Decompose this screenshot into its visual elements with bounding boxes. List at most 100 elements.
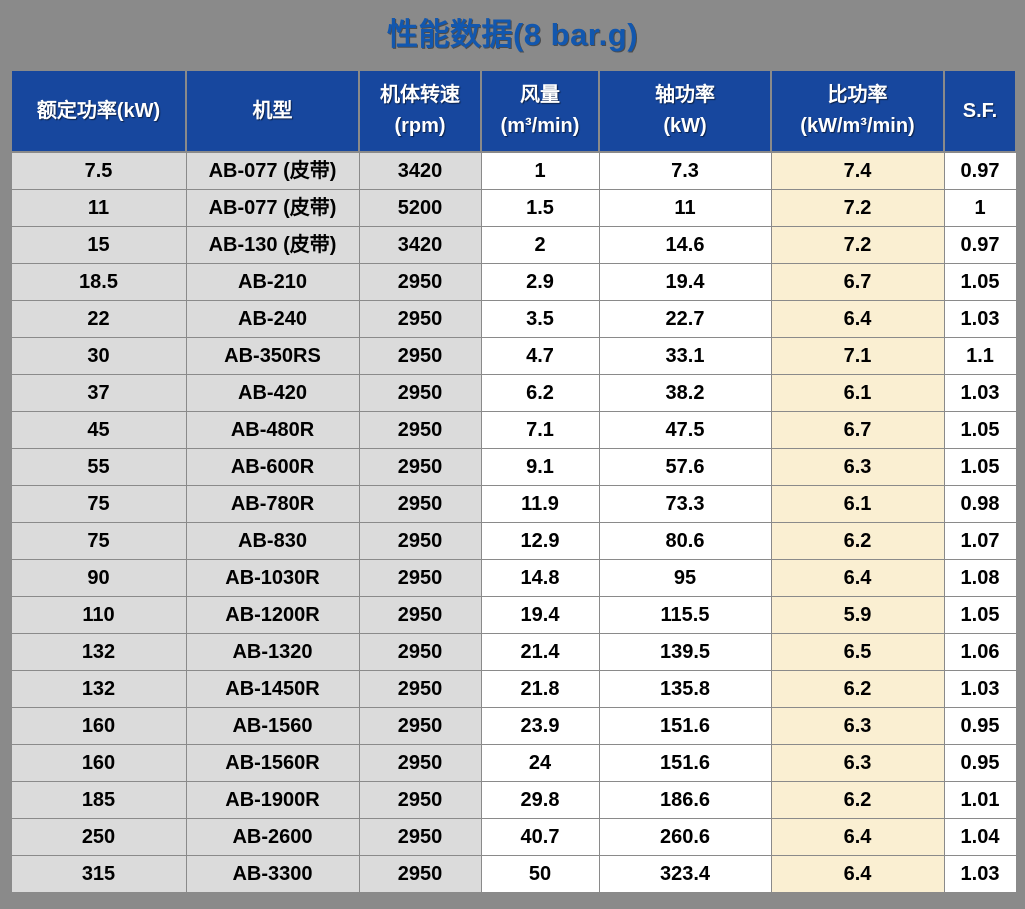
cell-rpm: 2950 <box>358 522 482 560</box>
cell-rpm: 2950 <box>358 337 482 375</box>
header-service-factor: S.F. <box>943 69 1017 153</box>
table-body: 7.5 AB-077 (皮带) 3420 1 7.3 7.4 0.97 11 AB-077 (皮… <box>10 151 1017 893</box>
header-model-line1: 机型 <box>252 99 293 122</box>
cell-rpm: 2950 <box>358 596 482 634</box>
cell-power: 18.5 <box>10 263 187 301</box>
cell-shaft: 139.5 <box>598 633 772 671</box>
cell-shaft: 57.6 <box>598 448 772 486</box>
cell-sf: 1 <box>943 189 1017 227</box>
cell-sf: 1.05 <box>943 263 1017 301</box>
cell-rpm: 2950 <box>358 707 482 745</box>
cell-rpm: 2950 <box>358 411 482 449</box>
cell-rpm: 2950 <box>358 485 482 523</box>
cell-specific: 6.2 <box>770 781 945 819</box>
header-specific-power-line2: (kW/m³/min) <box>800 115 915 137</box>
cell-sf: 0.98 <box>943 485 1017 523</box>
header-air-flow-line1: 风量 <box>520 84 560 106</box>
header-model: 机型 <box>185 69 360 153</box>
cell-specific: 6.2 <box>770 522 945 560</box>
table-row: 90 AB-1030R 2950 14.8 95 6.4 1.08 <box>10 559 1017 597</box>
cell-sf: 0.97 <box>943 151 1017 190</box>
header-rated-power: 额定功率(kW) <box>10 69 187 153</box>
cell-shaft: 151.6 <box>598 707 772 745</box>
cell-sf: 1.03 <box>943 670 1017 708</box>
cell-flow: 21.4 <box>480 633 600 671</box>
cell-specific: 7.4 <box>770 151 945 190</box>
cell-power: 110 <box>10 596 187 634</box>
header-shaft-power-line1: 轴功率 <box>655 84 715 106</box>
cell-rpm: 2950 <box>358 448 482 486</box>
cell-rpm: 2950 <box>358 670 482 708</box>
header-rpm: 机体转速 (rpm) <box>358 69 482 153</box>
cell-rpm: 3420 <box>358 226 482 264</box>
cell-power: 315 <box>10 855 187 893</box>
cell-specific: 6.4 <box>770 855 945 893</box>
cell-power: 90 <box>10 559 187 597</box>
cell-power: 7.5 <box>10 151 187 190</box>
cell-sf: 1.03 <box>943 855 1017 893</box>
table-row: 30 AB-350RS 2950 4.7 33.1 7.1 1.1 <box>10 337 1017 375</box>
cell-sf: 1.01 <box>943 781 1017 819</box>
cell-sf: 1.1 <box>943 337 1017 375</box>
table-row: 11 AB-077 (皮带) 5200 1.5 11 7.2 1 <box>10 189 1017 227</box>
cell-rpm: 2950 <box>358 855 482 893</box>
cell-rpm: 2950 <box>358 263 482 301</box>
cell-shaft: 151.6 <box>598 744 772 782</box>
header-service-factor-line1: S.F. <box>962 99 998 122</box>
cell-rpm: 2950 <box>358 300 482 338</box>
cell-power: 11 <box>10 189 187 227</box>
performance-table: 额定功率(kW) 机型 机体转速 (rpm) 风量 (m³/min) 轴功率 (… <box>10 69 1017 893</box>
cell-sf: 1.08 <box>943 559 1017 597</box>
cell-model: AB-420 <box>185 374 360 412</box>
table-row: 185 AB-1900R 2950 29.8 186.6 6.2 1.01 <box>10 781 1017 819</box>
cell-shaft: 323.4 <box>598 855 772 893</box>
cell-specific: 6.3 <box>770 707 945 745</box>
cell-model: AB-1560 <box>185 707 360 745</box>
cell-model: AB-210 <box>185 263 360 301</box>
cell-rpm: 2950 <box>358 781 482 819</box>
cell-power: 55 <box>10 448 187 486</box>
cell-power: 160 <box>10 744 187 782</box>
cell-power: 160 <box>10 707 187 745</box>
cell-specific: 6.4 <box>770 300 945 338</box>
cell-specific: 6.3 <box>770 744 945 782</box>
cell-power: 75 <box>10 522 187 560</box>
cell-shaft: 80.6 <box>598 522 772 560</box>
cell-sf: 1.04 <box>943 818 1017 856</box>
cell-flow: 24 <box>480 744 600 782</box>
cell-specific: 6.2 <box>770 670 945 708</box>
cell-specific: 6.4 <box>770 818 945 856</box>
cell-rpm: 2950 <box>358 374 482 412</box>
header-air-flow: 风量 (m³/min) <box>480 69 600 153</box>
cell-model: AB-600R <box>185 448 360 486</box>
header-specific-power-line1: 比功率 <box>827 84 888 106</box>
cell-sf: 0.95 <box>943 707 1017 745</box>
table-row: 75 AB-780R 2950 11.9 73.3 6.1 0.98 <box>10 485 1017 523</box>
cell-model: AB-2600 <box>185 818 360 856</box>
cell-model: AB-780R <box>185 485 360 523</box>
cell-shaft: 186.6 <box>598 781 772 819</box>
cell-model: AB-480R <box>185 411 360 449</box>
cell-flow: 1 <box>480 151 600 190</box>
cell-model: AB-350RS <box>185 337 360 375</box>
cell-shaft: 33.1 <box>598 337 772 375</box>
cell-sf: 1.03 <box>943 300 1017 338</box>
cell-flow: 4.7 <box>480 337 600 375</box>
cell-model: AB-240 <box>185 300 360 338</box>
cell-flow: 40.7 <box>480 818 600 856</box>
header-shaft-power-line2: (kW) <box>663 115 707 137</box>
cell-power: 132 <box>10 633 187 671</box>
cell-model: AB-1560R <box>185 744 360 782</box>
table-header-row: 额定功率(kW) 机型 机体转速 (rpm) 风量 (m³/min) 轴功率 (… <box>10 69 1017 153</box>
cell-model: AB-077 (皮带) <box>185 151 360 190</box>
header-rpm-line1: 机体转速 <box>380 84 460 106</box>
table-row: 132 AB-1320 2950 21.4 139.5 6.5 1.06 <box>10 633 1017 671</box>
table-row: 132 AB-1450R 2950 21.8 135.8 6.2 1.03 <box>10 670 1017 708</box>
cell-model: AB-830 <box>185 522 360 560</box>
table-row: 45 AB-480R 2950 7.1 47.5 6.7 1.05 <box>10 411 1017 449</box>
table-row: 18.5 AB-210 2950 2.9 19.4 6.7 1.05 <box>10 263 1017 301</box>
header-rpm-line2: (rpm) <box>394 115 446 137</box>
cell-sf: 0.97 <box>943 226 1017 264</box>
cell-flow: 6.2 <box>480 374 600 412</box>
